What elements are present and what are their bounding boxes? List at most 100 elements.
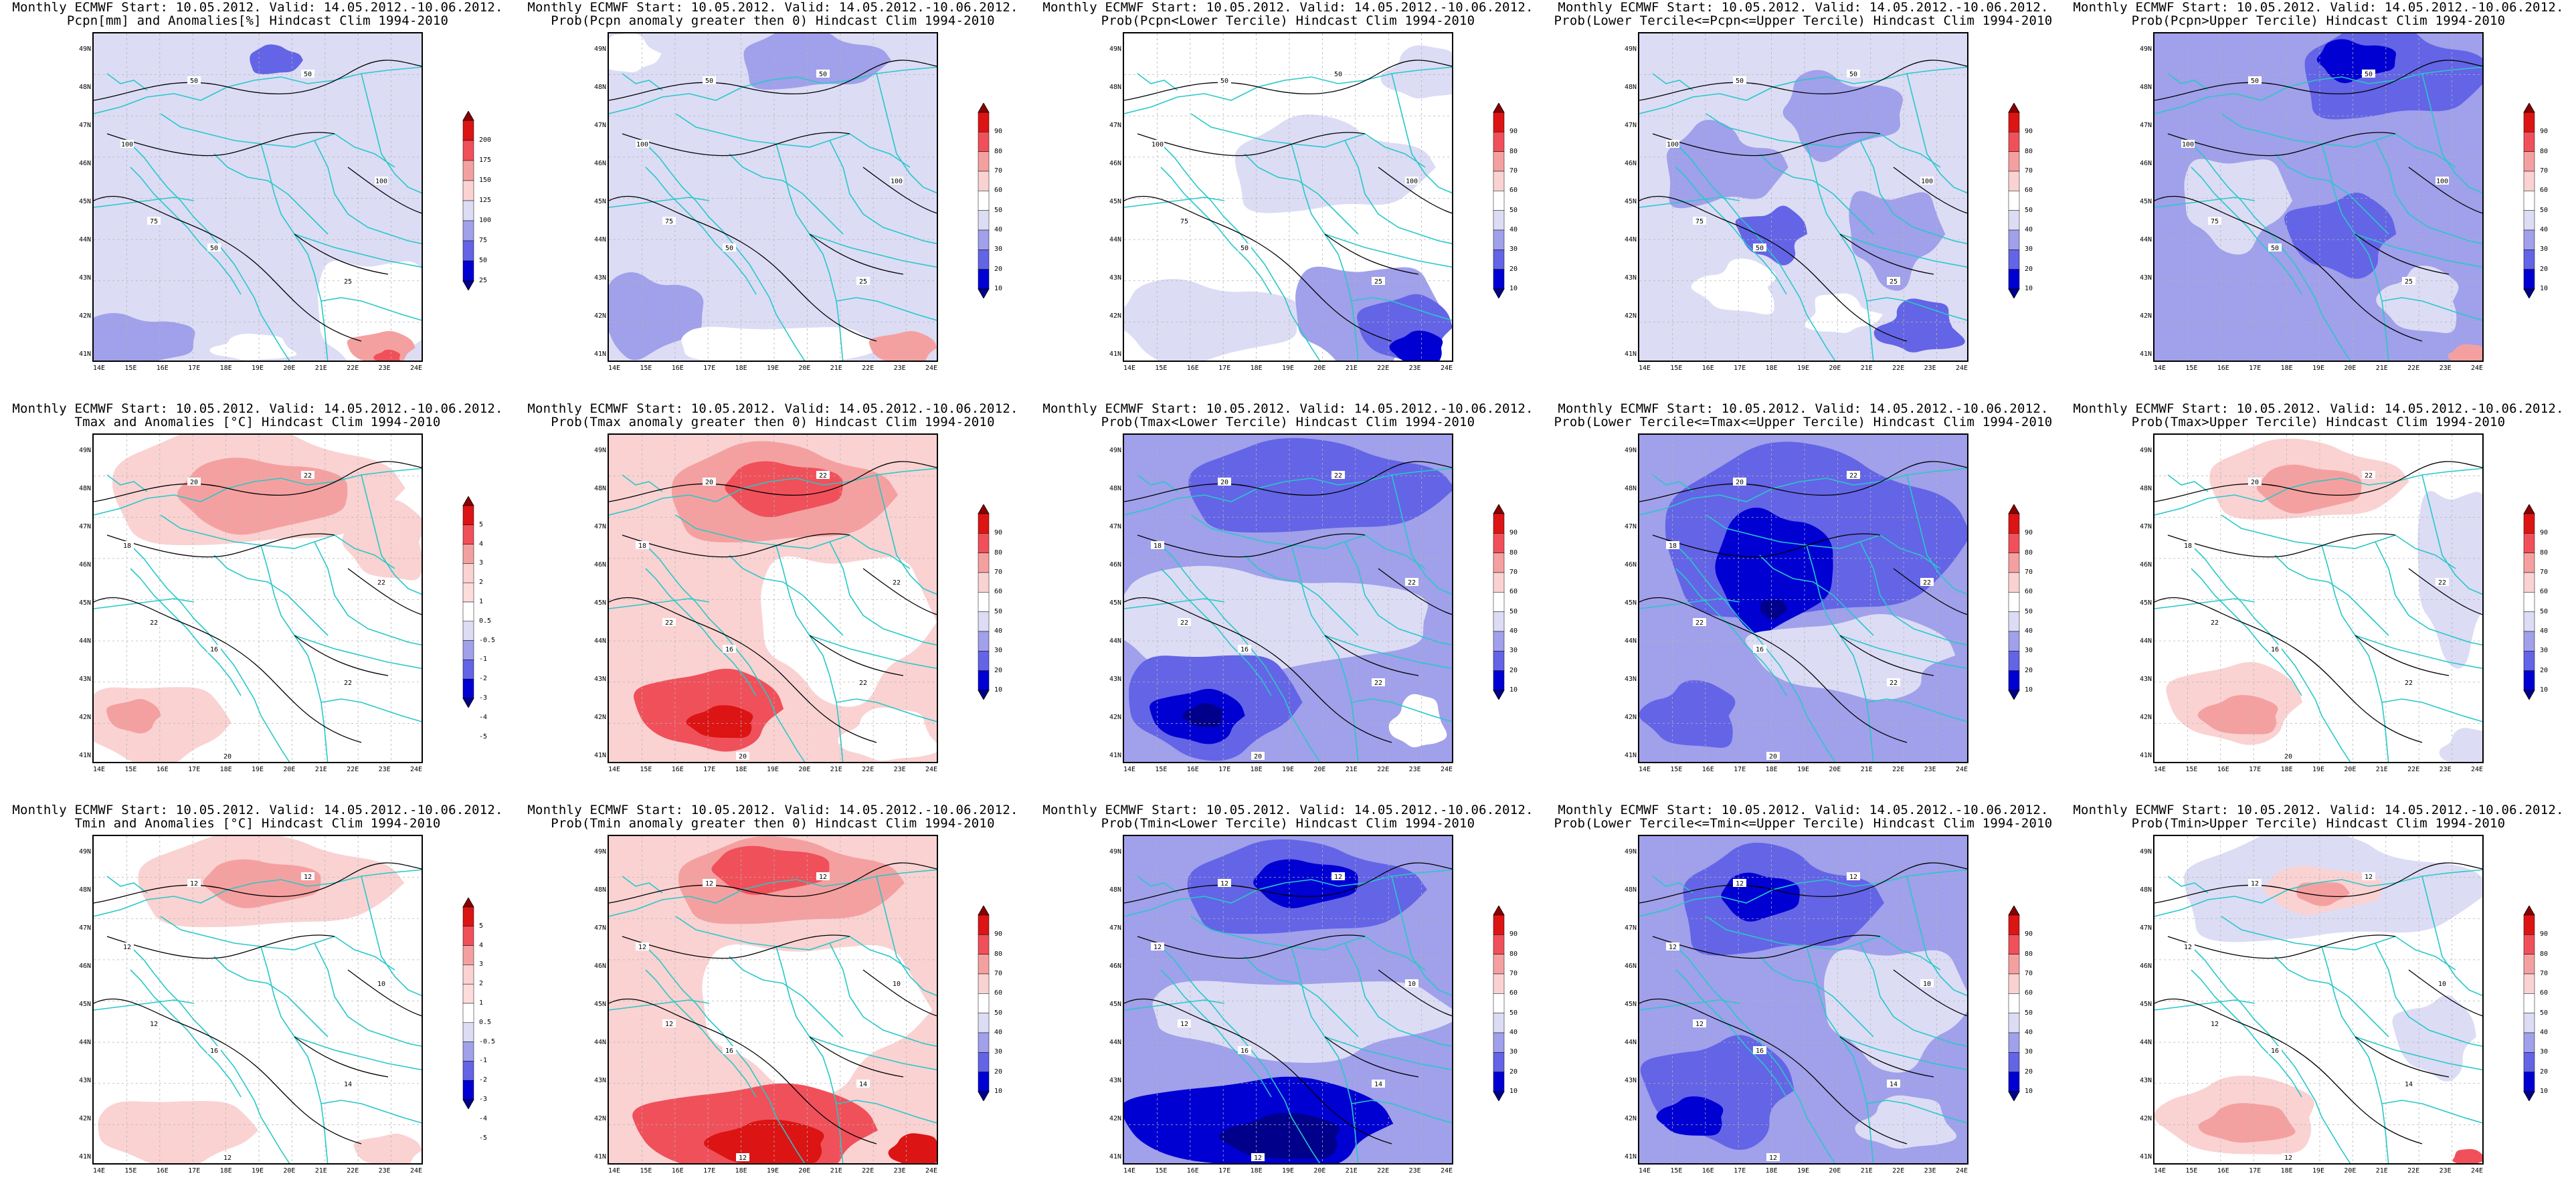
latitude-label: 45N: [593, 198, 606, 205]
colorbar-segment: [1493, 1032, 1505, 1053]
latitude-label: 41N: [593, 1153, 606, 1161]
longitude-label: 20E: [1313, 365, 1326, 372]
anomaly-shade-area: [98, 1101, 259, 1163]
longitude-label: 18E: [2280, 766, 2293, 773]
latitude-label: 41N: [1109, 752, 1121, 759]
border-line: [609, 197, 710, 208]
longitude-label: 23E: [1924, 766, 1936, 773]
contour-label: 18: [2184, 542, 2192, 550]
contour-label: 16: [1240, 646, 1249, 654]
border-line: [130, 969, 242, 1098]
latitude-label: 46N: [2139, 160, 2152, 167]
colorbar-segment: [978, 553, 990, 573]
panel-title-line-1: Monthly ECMWF Start: 10.05.2012. Valid: …: [1558, 401, 2049, 416]
border-line: [1866, 1100, 1967, 1124]
latitude-label: 49N: [1624, 848, 1637, 856]
border-line: [2421, 876, 2482, 997]
latitude-label: 41N: [593, 752, 606, 759]
contour-label: 100: [2436, 178, 2448, 185]
contour-label: 16: [725, 646, 733, 654]
border-line: [1137, 876, 1178, 894]
border-line: [1324, 1036, 1452, 1071]
contour-label: 12: [638, 944, 646, 951]
colorbar-segment: [2008, 112, 2020, 132]
contour-label-box: [120, 140, 134, 148]
longitude-label: 19E: [1281, 766, 1295, 773]
contour-label: 14: [1890, 1081, 1898, 1088]
latitude-label: 41N: [1109, 1153, 1121, 1161]
longitude-label: 16E: [2217, 1167, 2229, 1175]
colorbar-segment: [462, 678, 474, 699]
latitude-label: 47N: [1624, 523, 1637, 530]
map-frame: 20 22 18 22 22 16 22 20: [2153, 433, 2484, 763]
colorbar-top-arrow: [2523, 103, 2535, 113]
contour-label-box: [890, 578, 903, 586]
contour-label-box: [2362, 70, 2375, 78]
contour-label-box: [723, 1046, 736, 1054]
anomaly-shade-area: [1253, 859, 1358, 908]
longitude-label: 24E: [1440, 766, 1453, 773]
border-line: [1706, 113, 1881, 148]
contour-label: 16: [1756, 646, 1764, 654]
border-line: [2421, 474, 2482, 595]
contour-label: 14: [2405, 1081, 2413, 1088]
colorbar-segment: [462, 965, 474, 985]
colorbar-segment: [2523, 171, 2535, 191]
map-canvas: 50 50 100 100 75 50 25: [1124, 33, 1452, 361]
colorbar: [1492, 103, 1505, 298]
colorbar-tick-label: 20: [1509, 1068, 1518, 1076]
latitude-label: 42N: [1109, 312, 1121, 320]
colorbar-tick-label: 40: [994, 1029, 1003, 1036]
contour-label-box: [120, 541, 134, 549]
colorbar-tick-label: 90: [2025, 529, 2033, 537]
climatology-contour: [862, 969, 937, 1017]
latitude-label: 46N: [2139, 561, 2152, 569]
colorbar-segment: [978, 513, 990, 534]
latitude-label: 47N: [2139, 523, 2152, 530]
colorbar-tick-label: 30: [1509, 1048, 1518, 1056]
anomaly-shade-area: [1691, 258, 1776, 315]
longitude-label: 24E: [925, 766, 938, 773]
latitude-label: 45N: [2139, 198, 2152, 205]
colorbar-tick-label: 50: [994, 206, 1003, 214]
colorbar-segment: [978, 151, 990, 172]
latitude-label: 48N: [1624, 886, 1637, 894]
anomaly-shade-area: [711, 845, 830, 895]
climatology-contour: [609, 60, 937, 101]
latitude-label: 44N: [593, 1039, 606, 1046]
climatology-contour: [1639, 461, 1967, 502]
contour-label-box: [1218, 478, 1231, 486]
climatology-contour: [1324, 635, 1419, 676]
contour-label: 100: [375, 178, 387, 185]
longitude-label: 19E: [251, 365, 264, 372]
longitude-label: 20E: [1313, 1167, 1326, 1175]
climatology-contour: [809, 1036, 904, 1078]
colorbar-tick-label: 80: [994, 548, 1003, 557]
border-line: [160, 916, 335, 950]
climatology-contour: [1652, 934, 1881, 959]
colorbar-tick-label: 75: [479, 237, 488, 244]
latitude-label: 49N: [2139, 848, 2152, 856]
border-line: [260, 946, 329, 1163]
border-line: [2191, 568, 2302, 696]
contour-label: 100: [2182, 141, 2194, 148]
colorbar-tick-label: 10: [2540, 285, 2549, 292]
colorbar-segment: [1493, 973, 1505, 994]
colorbar: [977, 103, 990, 298]
latitude-label: 47N: [1624, 122, 1637, 129]
colorbar-tick-label: -1: [479, 1057, 488, 1065]
colorbar-tick-label: 10: [2540, 1088, 2549, 1095]
border-line: [775, 544, 844, 762]
border-line: [2355, 1036, 2482, 1071]
colorbar-top-arrow: [1493, 504, 1505, 514]
border-line: [1391, 876, 1452, 997]
climatology-contour: [2355, 1036, 2450, 1078]
border-line: [2375, 942, 2482, 1047]
contour-label: 100: [1921, 178, 1933, 185]
longitude-label: 23E: [378, 365, 391, 372]
colorbar-tick-label: 70: [2025, 167, 2033, 175]
latitude-label: 42N: [2139, 312, 2152, 320]
colorbar-tick-label: 50: [1509, 607, 1518, 615]
anomaly-shade-area: [2198, 1103, 2296, 1143]
climatology-contour: [2167, 934, 2396, 959]
